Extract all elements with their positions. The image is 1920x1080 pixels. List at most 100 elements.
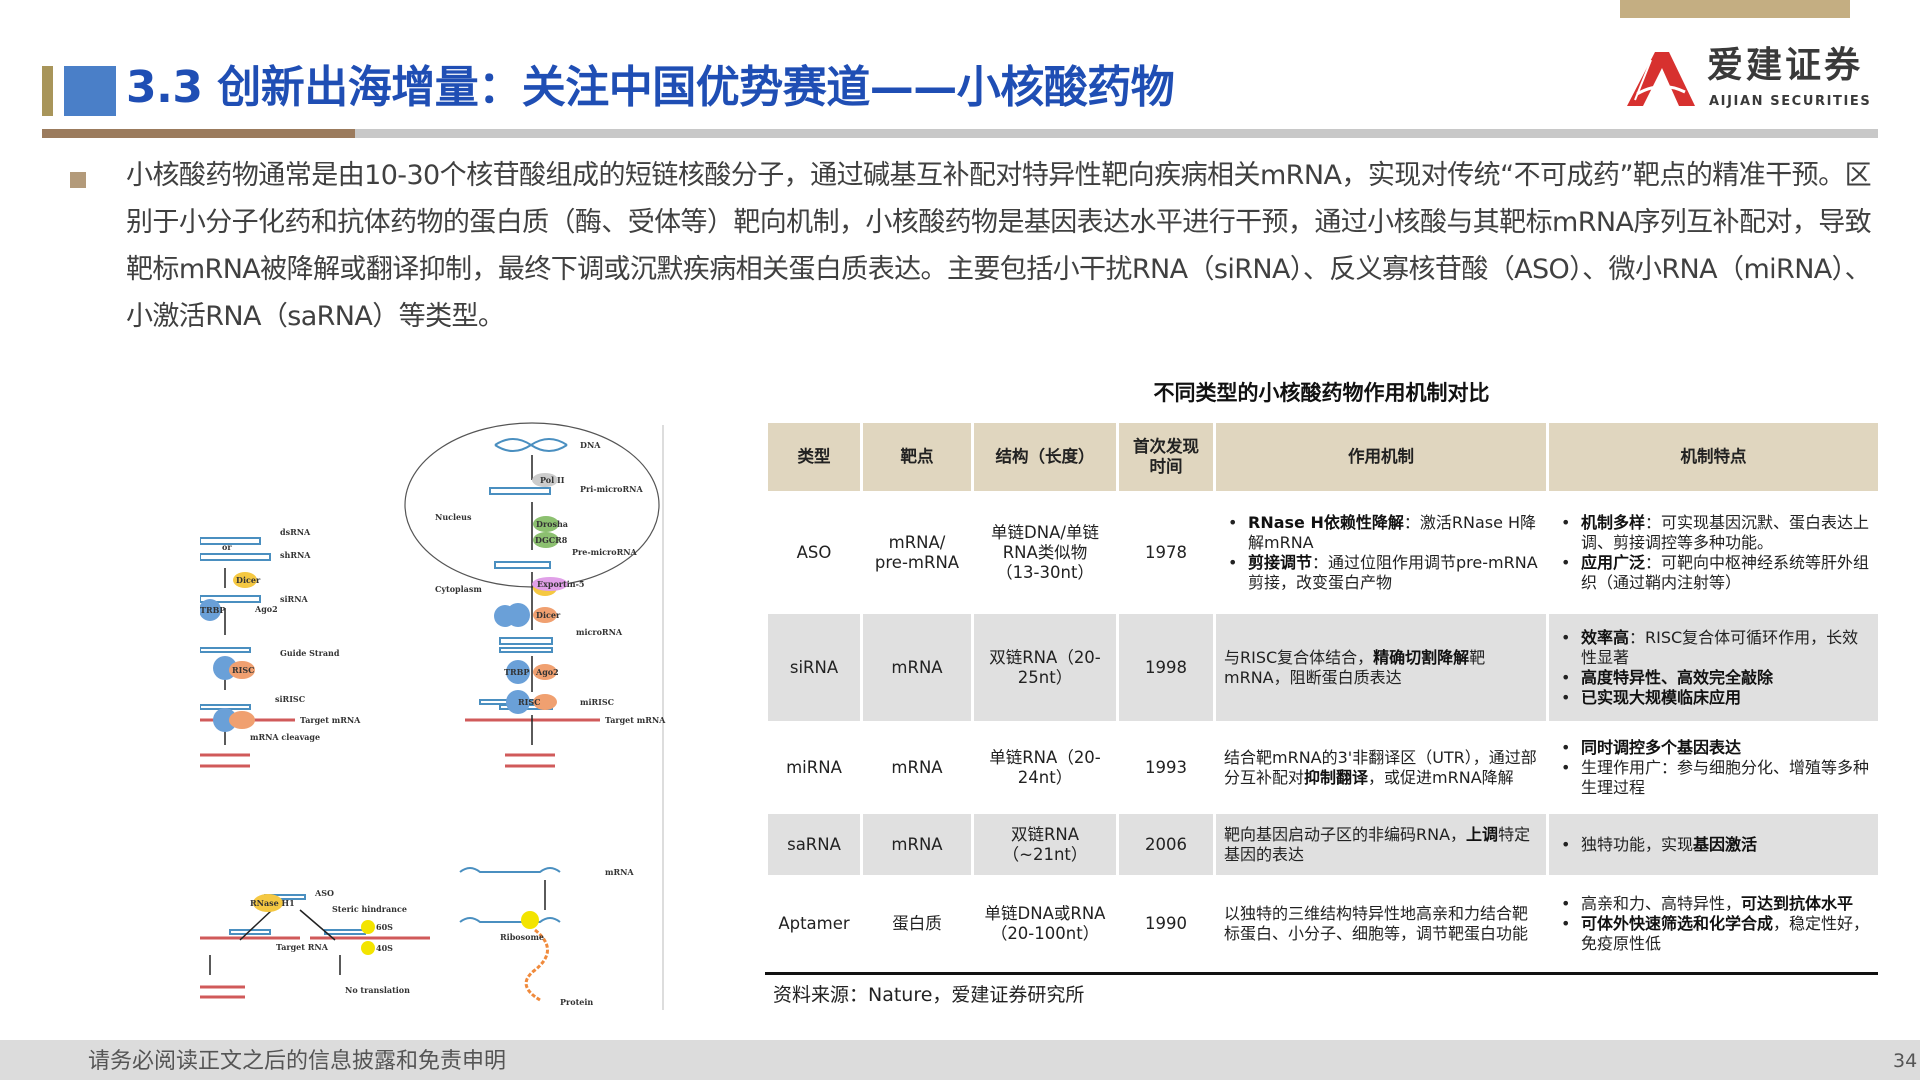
text-segment: 靶mRNA，阻断蛋白质表达	[1224, 647, 1486, 687]
table-section: 不同类型的小核酸药物作用机制对比 类型 靶点 结构（长度） 首次发现时间 作用机…	[765, 378, 1881, 1007]
cell-target: 蛋白质	[860, 875, 974, 972]
header-features: 机制特点	[1546, 420, 1881, 494]
diagram-label: Drosha	[536, 519, 568, 529]
diagram-label: RISC	[518, 697, 541, 707]
text-segment: 以独特的三维结构特异性地高亲和力结合靶标蛋白、小分子、细胞等，调节靶蛋白功能	[1224, 903, 1529, 943]
cell-target: mRNA	[860, 721, 974, 814]
diagram-label: Target mRNA	[605, 715, 666, 725]
diagram-label: Ribosome	[500, 932, 544, 942]
logo-text-cn: 爱建证券	[1707, 45, 1864, 86]
bullet-item: 可体外快速筛选和化学合成，稳定性好，免疫原性低	[1557, 914, 1870, 954]
diagram-label: siRNA	[280, 594, 309, 604]
bold-text: 可达到抗体水平	[1741, 893, 1854, 913]
cell-features: 机制多样：可实现基因沉默、蛋白表达上调、剪接调控等多种功能。应用广泛：可靶向中枢…	[1546, 491, 1881, 614]
diagram-label: mRNA cleavage	[250, 732, 320, 742]
text-segment: 生理作用广：参与细胞分化、增殖等多种生理过程	[1581, 757, 1870, 797]
footer-bar	[0, 1040, 1920, 1080]
diagram-label: siRISC	[275, 694, 305, 704]
diagram-label: Ago2	[254, 604, 278, 614]
text-segment: ：通过位阻作用调节pre-mRNA剪接，改变蛋白产物	[1248, 552, 1538, 592]
bold-text: 已实现大规模临床应用	[1581, 687, 1742, 707]
bold-text: 剪接调节	[1248, 552, 1313, 572]
text-segment: 靶向基因启动子区的非编码RNA，	[1224, 824, 1467, 844]
cell-mechanism: 结合靶mRNA的3'非翻译区（UTR），通过部分互补配对抑制翻译，或促进mRNA…	[1213, 721, 1549, 814]
diagram-label: Pol II	[540, 475, 565, 485]
header-mechanism: 作用机制	[1213, 420, 1549, 494]
bold-text: 可体外快速筛选和化学合成	[1581, 913, 1774, 933]
table-row: miRNA mRNA 单链RNA（20-24nt） 1993 结合靶mRNA的3'非翻译…	[765, 721, 1881, 814]
bullet-item: 效率高：RISC复合体可循环作用，长效性显著	[1557, 628, 1870, 668]
diagram-label: Pri-microRNA	[580, 484, 643, 494]
diagram-label: ASO	[314, 888, 334, 898]
title-rule-accent	[42, 129, 355, 138]
diagram-label: DGCR8	[535, 535, 568, 545]
diagram-label: DNA	[580, 440, 601, 450]
diagram-label: or	[222, 542, 232, 552]
bold-text: RNase H依赖性降解	[1248, 512, 1404, 532]
company-logo: 爱建证券 AIJIAN SECURITIES	[1625, 46, 1875, 114]
diagram-label: Protein	[560, 997, 593, 1007]
cell-structure: 单链RNA（20-24nt）	[971, 721, 1119, 814]
diagram-label: Exportin-5	[537, 579, 584, 589]
diagram-label: Ago2	[535, 667, 559, 677]
diagram-label: Steric hindrance	[332, 904, 407, 914]
cell-year: 1993	[1116, 721, 1216, 814]
cell-year: 1998	[1116, 611, 1216, 724]
bold-text: 高度特异性、高效完全敲除	[1581, 667, 1774, 687]
diagram-label: Pre-microRNA	[572, 547, 638, 557]
cell-year: 1978	[1116, 491, 1216, 614]
bullet-item: RNase H依赖性降解：激活RNase H降解mRNA	[1224, 513, 1538, 553]
cell-structure: 单链DNA或RNA（20-100nt）	[971, 875, 1119, 972]
diagram-label: shRNA	[280, 550, 311, 560]
bold-text: 精确切割降解	[1373, 647, 1470, 667]
text-segment: ：可实现基因沉默、蛋白表达上调、剪接调控等多种功能。	[1581, 512, 1870, 552]
table-row: saRNA mRNA 双链RNA（~21nt） 2006 靶向基因启动子区的非编码RNA…	[765, 811, 1881, 878]
diagram-label: TRBP	[504, 667, 529, 677]
text-segment: 结合靶mRNA的3'非翻译区（UTR），通过部分互补配对	[1224, 747, 1537, 787]
text-segment: 高亲和力、高特异性，	[1581, 893, 1742, 913]
bullet-icon	[70, 172, 86, 188]
text-segment: 独特功能，实现	[1581, 834, 1694, 854]
cell-features: 高亲和力、高特异性，可达到抗体水平可体外快速筛选和化学合成，稳定性好，免疫原性低	[1546, 875, 1881, 972]
title-accent-square	[64, 66, 116, 116]
cell-target: mRNA	[860, 611, 974, 724]
text-segment: ：激活RNase H降解mRNA	[1248, 512, 1537, 552]
diagram-label: 40S	[376, 943, 393, 953]
disclaimer-text: 请务必阅读正文之后的信息披露和免责申明	[88, 1049, 507, 1074]
cell-year: 2006	[1116, 811, 1216, 878]
cell-structure: 双链RNA（20-25nt）	[971, 611, 1119, 724]
text-line: 结合靶mRNA的3'非翻译区（UTR），通过部分互补配对抑制翻译，或促进mRNA…	[1224, 748, 1538, 788]
top-accent-bar	[1620, 0, 1850, 18]
bold-text: 效率高	[1581, 627, 1630, 647]
bullet-item: 生理作用广：参与细胞分化、增殖等多种生理过程	[1557, 758, 1870, 798]
mechanism-diagram: DNA Pol II Pri-microRNA Nucleus Drosha DGCR…	[200, 422, 666, 1010]
diagram-label: microRNA	[576, 627, 623, 637]
cell-type: ASO	[765, 491, 863, 614]
diagram-label: Guide Strand	[280, 648, 340, 658]
logo-text-en: AIJIAN SECURITIES	[1709, 94, 1872, 109]
bold-text: 机制多样	[1581, 512, 1646, 532]
bullet-item: 高亲和力、高特异性，可达到抗体水平	[1557, 894, 1870, 914]
header-type: 类型	[765, 420, 863, 494]
diagram-label: Nucleus	[435, 512, 472, 522]
cell-structure: 单链DNA/单链RNA类似物（13-30nt）	[971, 491, 1119, 614]
diagram-label: Target mRNA	[300, 715, 361, 725]
text-segment: 与RISC复合体结合，	[1224, 647, 1374, 667]
title-accent-bar	[42, 66, 53, 116]
bullet-item: 高度特异性、高效完全敲除	[1557, 668, 1870, 688]
table-row: ASO mRNA/ pre-mRNA 单链DNA/单链RNA类似物（13-30nt）…	[765, 491, 1881, 614]
logo-a-icon	[1627, 52, 1695, 106]
cell-target: mRNA	[860, 811, 974, 878]
text-segment: ：可靶向中枢神经系统等肝外组织（通过鞘内注射等）	[1581, 552, 1870, 592]
text-segment: ，稳定性好，免疫原性低	[1581, 913, 1870, 953]
cell-target: mRNA/ pre-mRNA	[860, 491, 974, 614]
bold-text: 同时调控多个基因表达	[1581, 737, 1742, 757]
diagram-label: 60S	[376, 922, 393, 932]
bullet-item: 机制多样：可实现基因沉默、蛋白表达上调、剪接调控等多种功能。	[1557, 513, 1870, 553]
source-note: 资料来源：Nature，爱建证券研究所	[773, 984, 1085, 1006]
text-segment: 特定基因的表达	[1224, 824, 1531, 864]
cell-features: 同时调控多个基因表达生理作用广：参与细胞分化、增殖等多种生理过程	[1546, 721, 1881, 814]
diagram-label: RNase H1	[250, 898, 295, 908]
diagram-label: miRISC	[580, 697, 614, 707]
cell-type: saRNA	[765, 811, 863, 878]
